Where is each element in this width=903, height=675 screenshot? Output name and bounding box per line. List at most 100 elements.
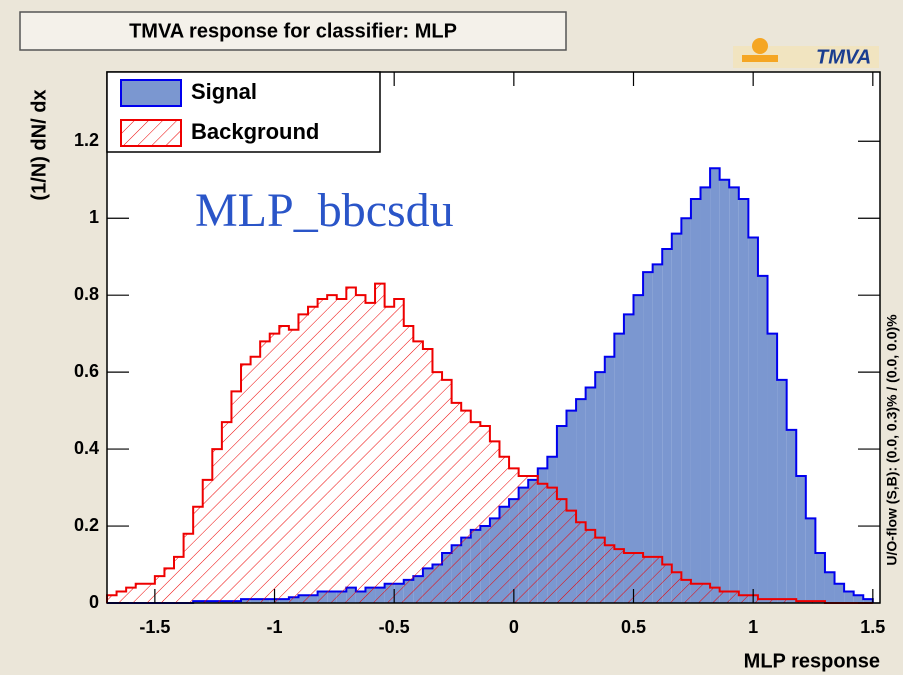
- histogram-bar: [489, 441, 500, 603]
- histogram-bar: [652, 556, 663, 603]
- histogram-bar: [604, 545, 615, 603]
- histogram-bar: [107, 595, 117, 603]
- y-tick-label: 0.4: [74, 438, 99, 458]
- x-tick-label: -1: [267, 617, 283, 637]
- histogram-bar: [834, 583, 845, 603]
- histogram-bar: [777, 379, 787, 603]
- histogram-bar: [576, 522, 586, 603]
- histogram-bar: [576, 399, 586, 603]
- histogram-bar: [375, 283, 385, 603]
- histogram-bar: [690, 583, 701, 603]
- histogram-bar: [135, 583, 146, 603]
- histogram-bar: [700, 583, 711, 603]
- histogram-bar: [614, 549, 624, 603]
- histogram-bar: [710, 587, 720, 603]
- histogram-bar: [719, 591, 730, 603]
- histogram-bar: [662, 249, 672, 603]
- histogram-bar: [183, 533, 194, 603]
- histogram-bar: [355, 295, 366, 603]
- histogram-bar: [671, 233, 682, 603]
- histogram-bar: [690, 198, 701, 603]
- histogram-bar: [729, 591, 739, 603]
- histogram-bar: [413, 341, 423, 603]
- title-box: [19, 11, 567, 51]
- histogram-bar: [643, 272, 653, 603]
- histogram-bar: [288, 329, 299, 603]
- histogram-bar: [547, 487, 557, 603]
- side-note: U/O-flow (S,B): (0.0, 0.3)% / (0.0, 0.0)…: [884, 314, 900, 566]
- logo-icon: [752, 38, 768, 54]
- histogram-bar: [394, 299, 404, 603]
- histogram-bar: [403, 325, 414, 603]
- histogram-bar: [863, 599, 873, 603]
- histogram-bar: [786, 599, 797, 603]
- histogram-bar: [815, 552, 825, 603]
- histogram-bar: [585, 529, 596, 603]
- y-axis-label: (1/N) dN/ dx: [28, 89, 50, 200]
- histogram-bar: [844, 591, 854, 603]
- x-tick-label: 0: [509, 617, 519, 637]
- histogram-bar: [365, 302, 376, 603]
- histogram-bar: [422, 349, 433, 603]
- histogram-bar: [269, 333, 280, 603]
- histogram-bar: [308, 306, 318, 603]
- histogram-bar: [757, 599, 768, 603]
- histogram-bar: [633, 295, 644, 603]
- legend-swatch: [120, 119, 182, 147]
- x-tick-label: 1.5: [860, 617, 885, 637]
- histogram-bar: [566, 410, 577, 603]
- histogram-bar: [432, 372, 443, 603]
- histogram-bar: [824, 572, 835, 603]
- histogram-bar: [786, 429, 797, 603]
- annotation: MLP_bbcsdu: [195, 184, 454, 237]
- histogram-bar: [480, 426, 490, 603]
- histogram-bar: [777, 599, 787, 603]
- histogram-bar: [537, 483, 548, 603]
- histogram-bar: [738, 198, 749, 603]
- histogram-bar: [671, 572, 682, 603]
- histogram-bar: [738, 595, 749, 603]
- y-tick-label: 0.2: [74, 515, 99, 535]
- histogram-bar: [317, 299, 328, 603]
- logo-box: [733, 46, 879, 68]
- histogram-bar: [470, 422, 481, 603]
- y-tick-label: 0: [89, 592, 99, 612]
- x-axis-label: MLP response: [744, 650, 880, 672]
- histogram-bar: [623, 552, 634, 603]
- histogram-bar: [710, 168, 720, 603]
- logo-icon: [742, 55, 778, 62]
- x-tick-label: -1.5: [139, 617, 170, 637]
- histogram-bar: [518, 476, 529, 603]
- histogram-bar: [164, 568, 175, 603]
- histogram-bar: [700, 187, 711, 603]
- histogram-bar: [585, 387, 596, 603]
- chart-title: TMVA response for classifier: MLP: [129, 20, 457, 42]
- histogram-bar: [250, 356, 261, 603]
- histogram-bar: [595, 537, 605, 603]
- histogram-bar: [154, 576, 165, 603]
- legend-label: Signal: [191, 79, 257, 104]
- histogram-bar: [327, 295, 337, 603]
- histogram-bar: [221, 422, 232, 603]
- histogram-bar: [796, 476, 806, 603]
- x-tick-label: -0.5: [379, 617, 410, 637]
- x-tick-label: 1: [748, 617, 758, 637]
- histogram-bar: [662, 564, 672, 603]
- histogram-bar: [757, 275, 768, 603]
- histogram-bar: [633, 552, 644, 603]
- histogram-bar: [346, 287, 356, 603]
- histogram-bar: [643, 556, 653, 603]
- histogram-bar: [681, 579, 691, 603]
- histogram-bar: [623, 314, 634, 603]
- histogram-bar: [442, 379, 452, 603]
- histogram-bar: [260, 341, 270, 603]
- y-tick-label: 1: [89, 207, 99, 227]
- legend-swatch: [120, 79, 182, 107]
- histogram-bar: [509, 468, 519, 603]
- histogram-bar: [767, 599, 778, 603]
- histogram-bar: [126, 587, 136, 603]
- logo-text: TMVA: [816, 46, 871, 68]
- histogram-bar: [241, 364, 251, 603]
- histogram-bar: [384, 306, 395, 603]
